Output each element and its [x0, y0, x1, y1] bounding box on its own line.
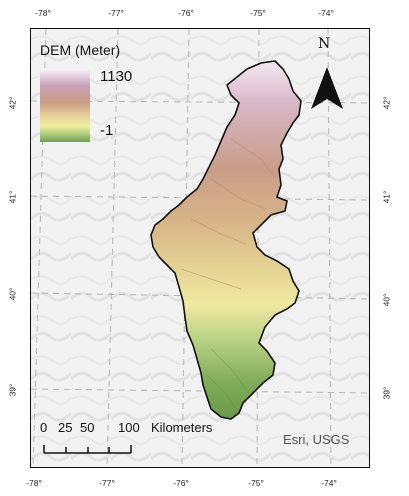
lat-tick-left: 42° — [7, 96, 18, 110]
legend-title: DEM (Meter) — [40, 42, 121, 58]
lat-tick-right: 39° — [381, 386, 392, 400]
lat-tick-left: 39° — [7, 383, 18, 397]
lon-tick-bottom: -74° — [321, 478, 337, 488]
lon-tick-bottom: -77° — [99, 478, 115, 488]
north-arrow-label: N — [318, 36, 331, 52]
scale-label: 50 — [80, 420, 95, 435]
scale-unit: Kilometers — [151, 420, 213, 435]
lon-tick-bottom: -78° — [26, 478, 42, 488]
scale-label: 100 — [118, 420, 140, 435]
basin-dem-area — [150, 60, 302, 420]
terrain-texture-lowland — [205, 348, 247, 410]
north-arrow-icon — [311, 67, 343, 109]
legend-max-label: 1130 — [100, 68, 133, 85]
lon-tick-top: -75° — [250, 8, 266, 18]
lat-tick-right: 42° — [381, 96, 392, 110]
lat-tick-right: 40° — [381, 293, 392, 307]
scale-label: 0 — [40, 420, 48, 435]
scale-bar — [43, 445, 132, 454]
legend-min-label: -1 — [100, 122, 114, 139]
legend-color-ramp — [40, 70, 90, 142]
map-attribution: Esri, USGS — [283, 432, 350, 447]
lat-tick-right: 41° — [381, 190, 392, 204]
lat-tick-left: 40° — [7, 287, 18, 301]
lon-tick-top: -78° — [35, 8, 51, 18]
lon-tick-bottom: -75° — [248, 478, 264, 488]
scale-label: 25 — [58, 420, 73, 435]
lon-tick-top: -76° — [178, 8, 194, 18]
lat-tick-left: 41° — [7, 190, 18, 204]
lon-tick-top: -77° — [108, 8, 124, 18]
terrain-texture — [180, 138, 277, 290]
lon-tick-bottom: -76° — [173, 478, 189, 488]
lon-tick-top: -74° — [318, 8, 334, 18]
